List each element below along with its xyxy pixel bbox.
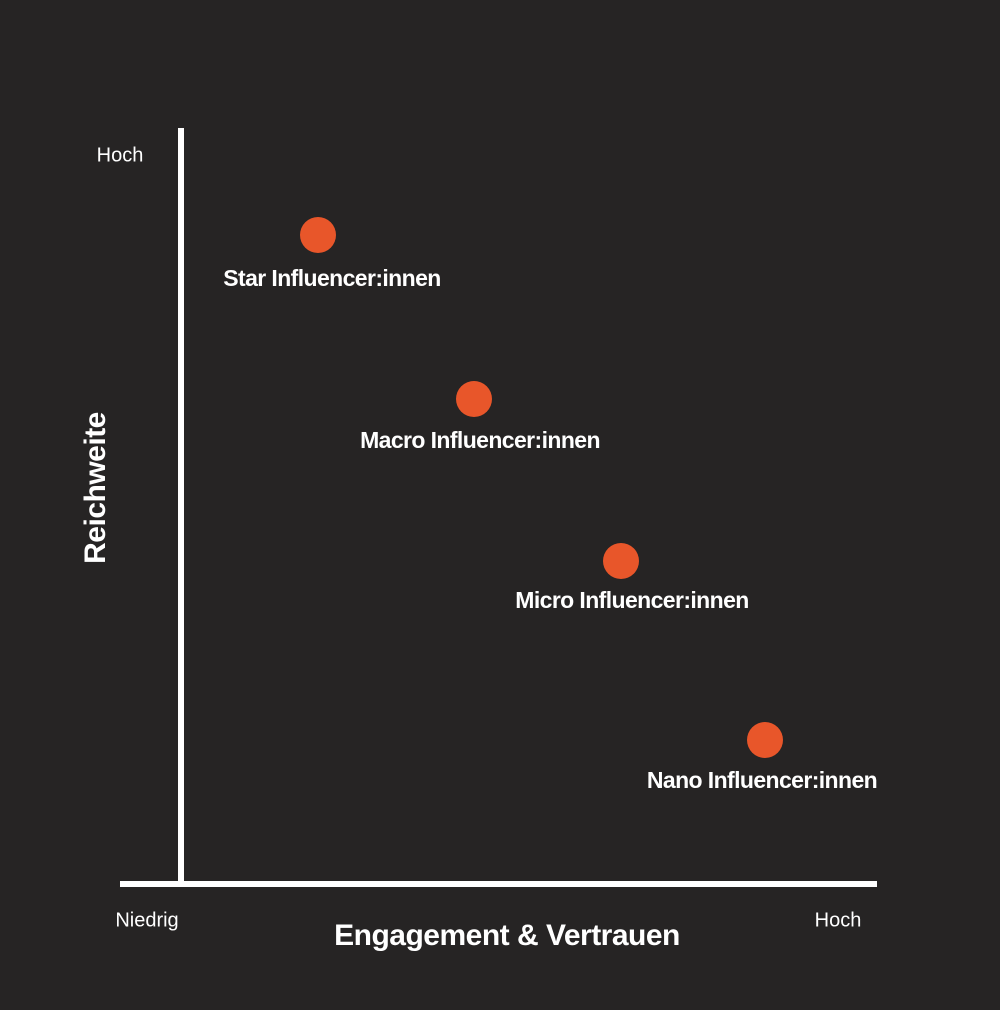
- node-label: Micro Influencer:innen: [515, 587, 748, 613]
- x-axis-title: Engagement & Vertrauen: [334, 919, 680, 952]
- y-axis-high-label: Hoch: [97, 144, 144, 166]
- node-label: Star Influencer:innen: [223, 265, 440, 291]
- node-dot: [603, 543, 639, 579]
- node-dot: [456, 381, 492, 417]
- node-label: Macro Influencer:innen: [360, 427, 600, 453]
- x-axis-low-label: Niedrig: [115, 909, 178, 931]
- x-axis-high-label: Hoch: [815, 909, 862, 931]
- node-label: Nano Influencer:innen: [647, 767, 877, 793]
- y-axis-title: Reichweite: [79, 412, 112, 564]
- node-dot: [747, 722, 783, 758]
- node-dot: [300, 217, 336, 253]
